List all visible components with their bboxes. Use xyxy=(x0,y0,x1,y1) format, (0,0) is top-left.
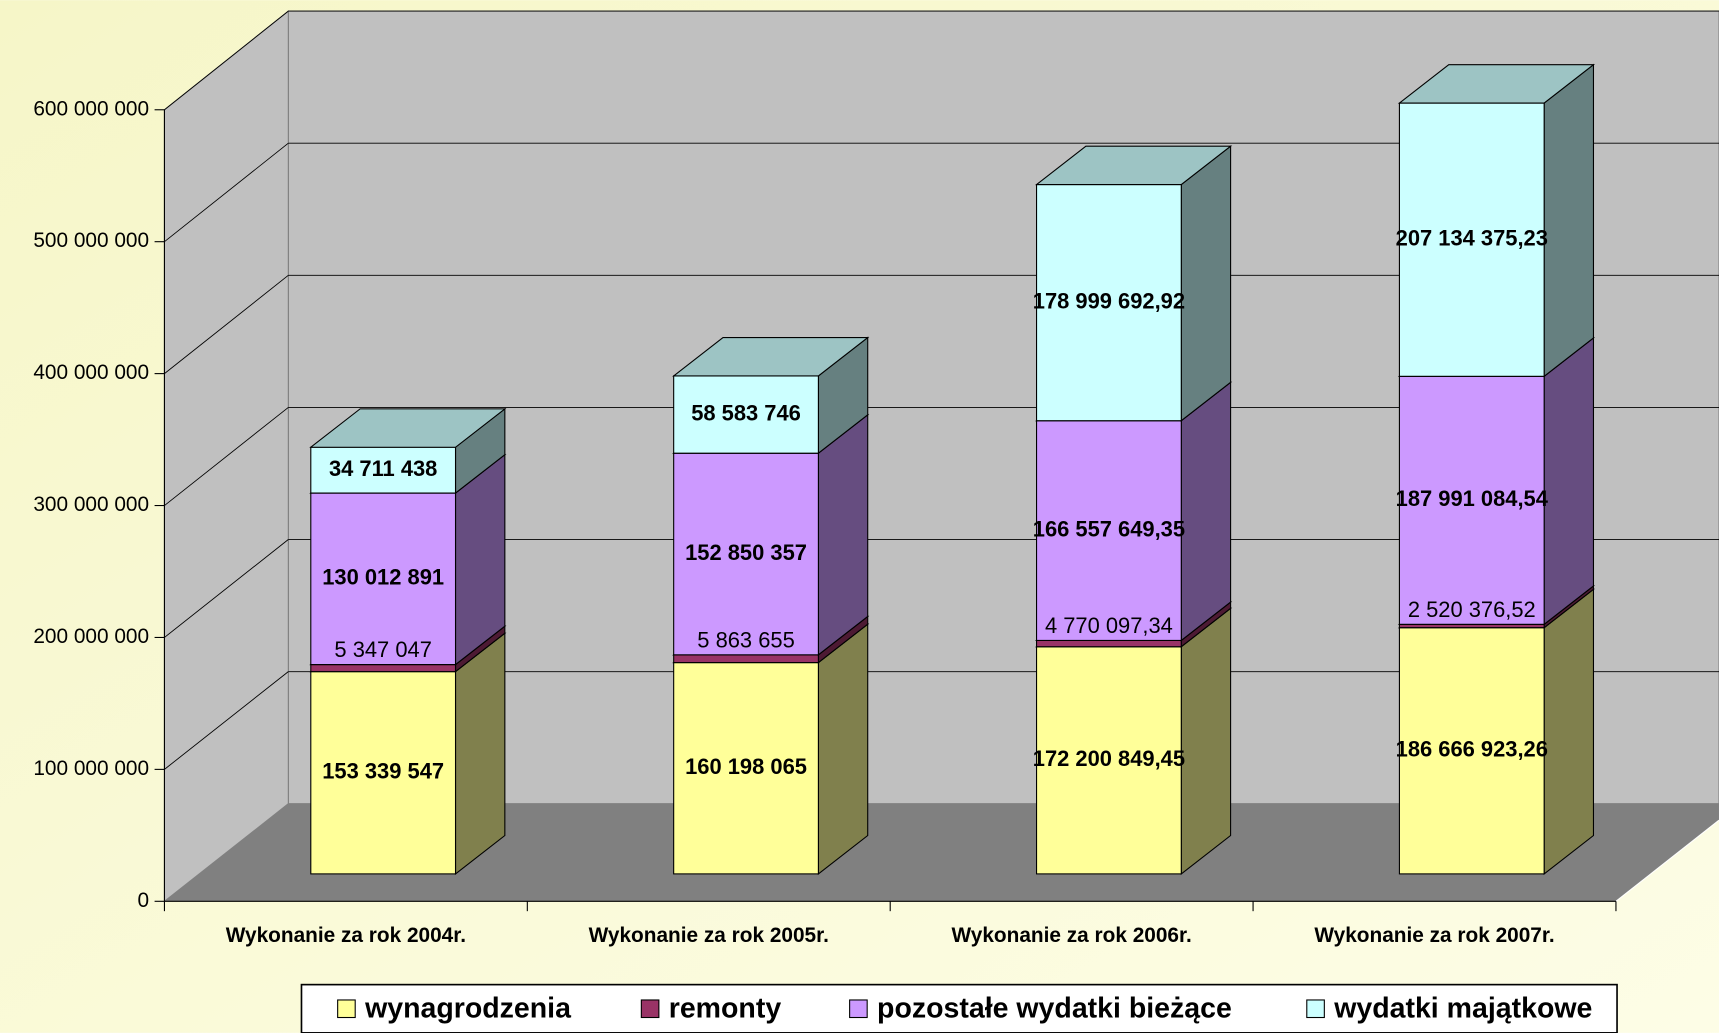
floor-edge xyxy=(1615,819,1719,902)
value-label: 178 999 692,92 xyxy=(1033,288,1185,313)
bar xyxy=(673,654,819,664)
value-label: 160 198 065 xyxy=(685,754,807,779)
bar-top xyxy=(1034,145,1233,186)
y-tick-label: 600 000 000 xyxy=(33,97,149,120)
grid-line xyxy=(164,407,289,506)
grid-line xyxy=(164,10,289,111)
bar-top xyxy=(672,336,870,377)
bar xyxy=(1036,646,1182,875)
bar-side xyxy=(1543,63,1595,378)
bar-side xyxy=(454,632,506,876)
value-label: 58 583 746 xyxy=(691,400,801,425)
bar-side xyxy=(817,623,869,876)
legend-label: wynagrodzenia xyxy=(364,992,572,1024)
bar-top xyxy=(1397,64,1596,104)
legend-label: pozostałe wydatki bieżące xyxy=(877,992,1232,1024)
bar-side xyxy=(817,413,869,656)
bar xyxy=(1036,184,1182,422)
bar-side xyxy=(1543,588,1595,876)
x-tick-label: Wykonanie za rok 2005r. xyxy=(589,924,829,947)
bar xyxy=(310,492,457,666)
value-label: 153 339 547 xyxy=(322,759,444,784)
legend-swatch xyxy=(849,999,868,1019)
bar xyxy=(310,446,457,494)
value-label: 5 863 655 xyxy=(697,627,794,652)
bar xyxy=(1398,375,1545,625)
legend-swatch xyxy=(1306,999,1325,1019)
value-label: 34 711 438 xyxy=(329,456,437,481)
floor xyxy=(164,803,1719,902)
legend-label: remonty xyxy=(669,992,782,1024)
bar-top xyxy=(309,408,507,448)
legend-label: wydatki majątkowe xyxy=(1333,992,1592,1024)
y-tick-label: 100 000 000 xyxy=(33,757,149,780)
value-label: 2 520 376,52 xyxy=(1408,597,1536,622)
bar xyxy=(673,662,819,875)
bar xyxy=(1398,102,1545,377)
bar xyxy=(1036,420,1182,641)
y-tick-label: 400 000 000 xyxy=(33,361,149,384)
grid-line xyxy=(164,274,289,374)
value-label: 187 991 084,54 xyxy=(1396,486,1549,511)
x-tick-label: Wykonanie za rok 2006r. xyxy=(952,924,1192,947)
legend-swatch xyxy=(337,999,356,1019)
bar xyxy=(310,664,457,673)
y-tick-label: 200 000 000 xyxy=(33,625,149,648)
bar xyxy=(1036,639,1182,648)
bar xyxy=(673,452,819,656)
bar-side xyxy=(1180,381,1232,642)
bar-side xyxy=(1180,145,1232,422)
bar xyxy=(673,375,819,454)
grid-line xyxy=(164,671,289,770)
grid-line xyxy=(164,142,289,243)
value-label: 4 770 097,34 xyxy=(1045,613,1173,638)
grid-line xyxy=(164,539,289,638)
value-label: 172 200 849,45 xyxy=(1033,746,1185,771)
bar xyxy=(1398,627,1545,875)
bar-side xyxy=(1180,607,1232,876)
legend-swatch xyxy=(640,999,660,1019)
value-label: 186 666 923,26 xyxy=(1396,737,1548,762)
value-label: 152 850 357 xyxy=(685,540,807,565)
x-tick-label: Wykonanie za rok 2004r. xyxy=(226,924,466,947)
y-tick-label: 0 xyxy=(138,889,150,912)
bar-side xyxy=(1543,336,1595,626)
y-tick-label: 300 000 000 xyxy=(33,493,149,516)
bar xyxy=(310,671,457,875)
x-tick-label: Wykonanie za rok 2007r. xyxy=(1314,924,1554,947)
y-tick-label: 500 000 000 xyxy=(33,229,149,252)
value-label: 5 347 047 xyxy=(334,637,431,662)
value-label: 207 134 375,23 xyxy=(1396,225,1548,250)
value-label: 166 557 649,35 xyxy=(1033,516,1185,541)
value-label: 130 012 891 xyxy=(322,565,444,590)
